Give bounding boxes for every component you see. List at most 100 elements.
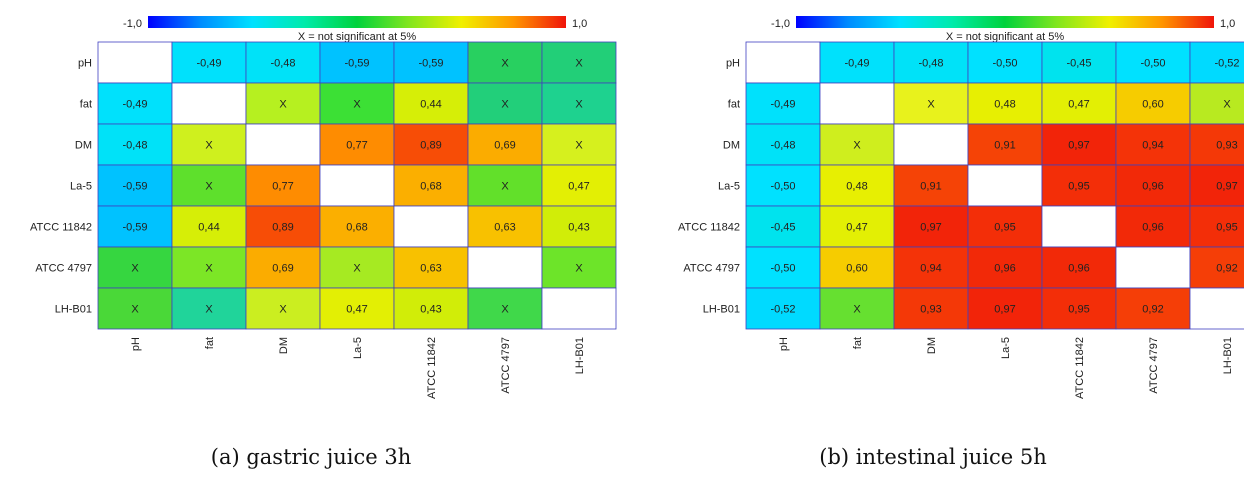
cell-value-label: X (575, 99, 583, 111)
cell-value-label: -0,59 (122, 222, 147, 234)
heatmap-cell (893, 205, 969, 248)
cell-value-label: 0,47 (568, 181, 589, 193)
heatmap-cell (171, 287, 247, 330)
heatmap-panel-gastric: -1,0 1,0 X = not significant at 5% -0,49 -0,… (0, 0, 622, 445)
heatmap-cell (893, 82, 969, 125)
cell-value-label: X (501, 181, 509, 193)
legend-min-label: -1,0 (771, 18, 790, 30)
heatmap-cell (97, 164, 173, 207)
cell-value-label: -0,49 (122, 99, 147, 111)
cell-value-label: -0,48 (918, 58, 943, 70)
cell-value-label: 0,91 (994, 140, 1015, 152)
heatmap-cell (967, 287, 1043, 330)
heatmap-cell (1115, 123, 1191, 166)
column-label: pH (130, 337, 142, 351)
heatmap-cell (171, 41, 247, 84)
row-label: LH-B01 (55, 304, 92, 316)
cell-value-label: 0,68 (346, 222, 367, 234)
heatmap-cell (319, 164, 395, 207)
cell-value-label: -0,59 (344, 58, 369, 70)
heatmap-cell (97, 41, 173, 84)
cell-value-label: 0,97 (994, 304, 1015, 316)
cell-value-label: 0,69 (272, 263, 293, 275)
heatmap-cell (467, 287, 543, 330)
heatmap-cell (1189, 123, 1244, 166)
heatmap-cell (1041, 82, 1117, 125)
heatmap-cell (245, 82, 321, 125)
heatmap-cell (541, 205, 617, 248)
heatmap-cell (1115, 41, 1191, 84)
cell-value-label: 0,96 (1068, 263, 1089, 275)
cell-value-label: 0,69 (494, 140, 515, 152)
column-label: ATCC 11842 (426, 337, 438, 399)
row-label: DM (75, 140, 92, 152)
heatmap-cell (245, 287, 321, 330)
cell-value-label: X (501, 304, 509, 316)
cell-value-label: 0,93 (1216, 140, 1237, 152)
cell-value-label: 0,96 (1142, 181, 1163, 193)
cell-value-label: -0,52 (770, 304, 795, 316)
legend-colorbar (796, 16, 1214, 28)
column-label: pH (778, 337, 790, 351)
cell-value-label: 0,63 (420, 263, 441, 275)
cell-value-label: 0,95 (994, 222, 1015, 234)
cell-value-label: 0,97 (920, 222, 941, 234)
heatmap-cell (1041, 41, 1117, 84)
cell-value-label: X (501, 58, 509, 70)
cell-value-label: 0,44 (420, 99, 441, 111)
heatmap-cell (745, 41, 821, 84)
legend-note: X = not significant at 5% (946, 31, 1065, 43)
heatmap-cell (1189, 287, 1244, 330)
cell-value-label: X (279, 304, 287, 316)
cell-value-label: 0,47 (346, 304, 367, 316)
cell-value-label: 0,63 (494, 222, 515, 234)
heatmap-cell (967, 41, 1043, 84)
cell-value-label: X (501, 99, 509, 111)
heatmap-cell (245, 123, 321, 166)
column-label: DM (278, 337, 290, 354)
heatmap-cell (541, 246, 617, 289)
cell-value-label: -0,50 (770, 263, 795, 275)
row-label: DM (723, 140, 740, 152)
row-label: pH (78, 58, 92, 70)
heatmap-cell (1115, 164, 1191, 207)
cell-value-label: 0,48 (846, 181, 867, 193)
column-label: La-5 (352, 337, 364, 359)
heatmap-cell (1115, 205, 1191, 248)
heatmap-cell (745, 123, 821, 166)
heatmap-cell (541, 164, 617, 207)
heatmap-cell (467, 123, 543, 166)
heatmap-cell (541, 41, 617, 84)
cell-value-label: 0,89 (420, 140, 441, 152)
cell-value-label: -0,50 (1140, 58, 1165, 70)
cell-value-label: -0,50 (770, 181, 795, 193)
row-label: fat (728, 99, 740, 111)
heatmap-cell (393, 123, 469, 166)
heatmap-cell (245, 164, 321, 207)
row-label: ATCC 4797 (35, 263, 92, 275)
cell-value-label: 0,47 (846, 222, 867, 234)
legend-max-label: 1,0 (572, 18, 587, 30)
cell-value-label: 0,44 (198, 222, 219, 234)
cell-value-label: X (353, 263, 361, 275)
cell-value-label: -0,52 (1214, 58, 1239, 70)
heatmap-cell (319, 41, 395, 84)
cell-value-label: X (575, 263, 583, 275)
heatmap-cell (467, 205, 543, 248)
cell-value-label: -0,59 (122, 181, 147, 193)
cell-value-label: X (575, 140, 583, 152)
column-label: DM (926, 337, 938, 354)
cell-value-label: 0,43 (568, 222, 589, 234)
column-label: fat (852, 337, 864, 349)
heatmap-cell (97, 287, 173, 330)
cell-value-label: 0,89 (272, 222, 293, 234)
cell-value-label: 0,95 (1068, 181, 1089, 193)
cell-value-label: 0,93 (920, 304, 941, 316)
column-label: fat (204, 337, 216, 349)
heatmap-cell (819, 164, 895, 207)
cell-value-label: -0,48 (770, 140, 795, 152)
column-label: LH-B01 (1222, 337, 1234, 374)
cell-value-label: 0,94 (920, 263, 941, 275)
row-label: ATCC 4797 (683, 263, 740, 275)
heatmap-panel-intestinal: -1,0 1,0 X = not significant at 5% -0,49 -0,… (622, 0, 1244, 445)
